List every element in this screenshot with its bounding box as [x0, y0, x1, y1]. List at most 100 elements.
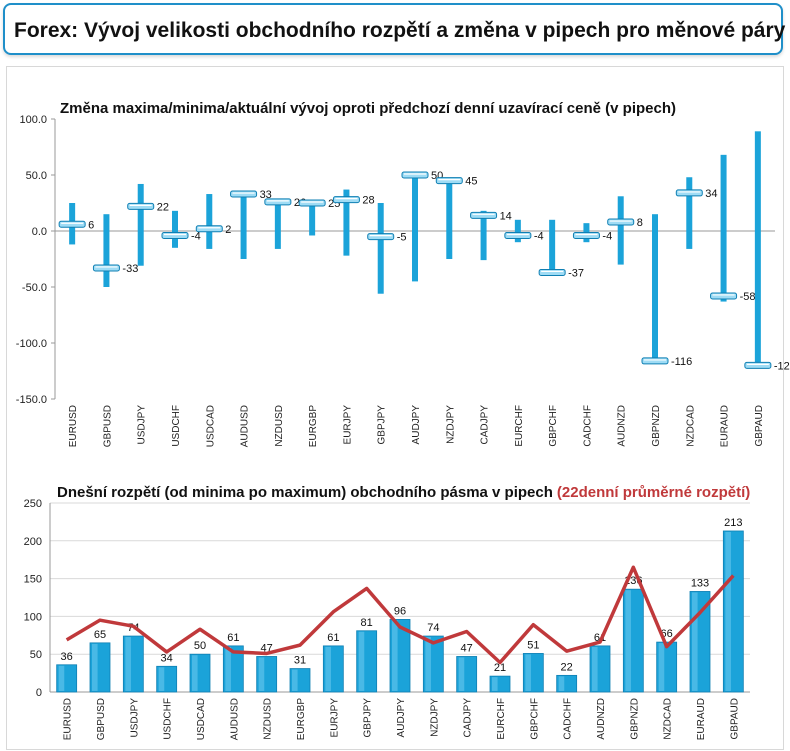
chart2-category-label: EURCHF — [496, 698, 507, 740]
current-marker — [401, 171, 429, 179]
current-value-label: 6 — [88, 219, 94, 231]
chart2-category-label: NZDJPY — [429, 698, 440, 737]
current-value-label: -37 — [568, 267, 584, 279]
range-bar — [686, 177, 693, 249]
chart2-y-tick-label: 0 — [36, 687, 42, 699]
chart2-title: Dnešní rozpětí (od minima po maximum) ob… — [57, 484, 750, 501]
current-marker — [641, 357, 669, 365]
chart2-category-label: EURJPY — [329, 698, 340, 738]
chart1-category-label: GBPJPY — [377, 405, 388, 445]
chart1-category-label: EURUSD — [68, 405, 79, 447]
chart1-category-label: NZDJPY — [445, 405, 456, 444]
current-marker — [127, 202, 155, 210]
chart1-category-label: USDCHF — [171, 405, 182, 447]
chart1-category-label: NZDCAD — [685, 405, 696, 447]
current-value-label: -5 — [397, 232, 407, 244]
range-bar — [754, 131, 761, 368]
bar-value-label: 65 — [94, 629, 106, 641]
chart1-y-tick-label: 50.0 — [26, 170, 47, 182]
chart2-category-label: NZDUSD — [263, 698, 274, 740]
bar-value-label: 74 — [427, 622, 439, 634]
chart1-y-tick-label: -100.0 — [16, 338, 47, 350]
current-marker — [572, 231, 600, 239]
bar-value-label: 47 — [461, 642, 473, 654]
bar-highlight — [492, 677, 498, 691]
current-value-label: 8 — [637, 217, 643, 229]
chart1-y-tick-label: 100.0 — [19, 114, 47, 126]
chart1-category-label: GBPAUD — [754, 405, 765, 447]
chart1-category-label: EURJPY — [342, 405, 353, 445]
chart1-category-label: GBPCHF — [548, 405, 559, 447]
range-bar — [274, 200, 281, 249]
chart2-y-tick-label: 50 — [30, 649, 42, 661]
bar-highlight — [92, 643, 98, 691]
bar-highlight — [525, 654, 531, 691]
range-bar — [103, 214, 110, 287]
chart2-category-label: AUDJPY — [396, 698, 407, 738]
current-marker — [161, 231, 189, 239]
current-marker — [710, 292, 738, 300]
current-marker — [230, 190, 258, 198]
current-marker — [470, 211, 498, 219]
chart1-category-label: EURGBP — [308, 405, 319, 448]
chart2-category-label: AUDNZD — [596, 698, 607, 740]
current-marker — [332, 196, 360, 204]
chart2-category-label: GBPAUD — [729, 698, 740, 740]
chart2-y-tick-label: 250 — [24, 498, 42, 510]
chart1-y-tick-label: -50.0 — [22, 282, 47, 294]
bar-highlight — [292, 669, 298, 691]
current-value-label: 45 — [465, 176, 477, 188]
current-value-label: 14 — [500, 210, 512, 222]
current-value-label: 22 — [157, 201, 169, 213]
current-marker — [195, 225, 223, 233]
current-value-label: -58 — [740, 291, 756, 303]
chart1-category-label: AUDUSD — [240, 405, 251, 447]
bar-value-label: 61 — [227, 632, 239, 644]
chart2-category-label: GBPNZD — [629, 698, 640, 740]
current-value-label: 2 — [225, 224, 231, 236]
current-value-label: -33 — [122, 263, 138, 275]
chart1-category-label: EURAUD — [720, 405, 731, 447]
current-marker — [538, 268, 566, 276]
current-value-label: 34 — [705, 188, 717, 200]
range-chart: 100.0 50.0 0.0 -50.0 -100.0 -150.0 6 EURUSD -33 G… — [16, 114, 790, 447]
bar-value-label: 96 — [394, 605, 406, 617]
chart1-category-label: CADCHF — [582, 405, 593, 447]
bar-highlight — [692, 592, 698, 691]
range-bar — [377, 203, 384, 294]
bar-value-label: 61 — [327, 632, 339, 644]
current-marker — [607, 218, 635, 226]
chart2-category-label: EURUSD — [63, 698, 74, 740]
bar-highlight — [592, 646, 598, 691]
bar-value-label: 133 — [691, 577, 709, 589]
bar-highlight — [358, 631, 365, 691]
current-marker — [58, 220, 86, 228]
chart2-category-label: CADCHF — [563, 698, 574, 740]
header-box: Forex: Vývoj velikosti obchodního rozpět… — [3, 3, 786, 55]
bar-highlight — [458, 657, 465, 691]
current-marker — [264, 198, 292, 206]
chart1-category-label: USDCAD — [205, 405, 216, 447]
range-bar — [514, 219, 521, 243]
current-marker — [367, 233, 395, 241]
page-title: Forex: Vývoj velikosti obchodního rozpět… — [14, 19, 786, 42]
range-bar — [412, 173, 418, 282]
current-marker — [675, 189, 703, 197]
chart2-title-main: Dnešní rozpětí (od minima po maximum) ob… — [57, 484, 553, 501]
chart2-y-tick-label: 100 — [24, 611, 42, 623]
chart1-title: Změna maxima/minima/aktuální vývoj oprot… — [60, 100, 676, 117]
bar-highlight — [425, 637, 431, 691]
bar-value-label: 22 — [561, 661, 573, 673]
bar-value-label: 36 — [61, 651, 73, 663]
bar-highlight — [392, 620, 398, 691]
range-bar — [206, 194, 213, 249]
bar-highlight — [658, 643, 665, 691]
chart1-category-label: CADJPY — [480, 405, 491, 445]
current-marker — [504, 231, 532, 239]
range-bar — [652, 214, 658, 364]
chart2-y-tick-label: 150 — [24, 574, 42, 586]
bar-highlight — [192, 655, 198, 691]
bar-chart: 250 200 150 100 50 0 36 EURUSD 65 GBPUSD 74 USDJPY 3… — [24, 498, 750, 740]
chart2-y-tick-label: 200 — [24, 536, 42, 548]
range-bar — [480, 210, 487, 261]
